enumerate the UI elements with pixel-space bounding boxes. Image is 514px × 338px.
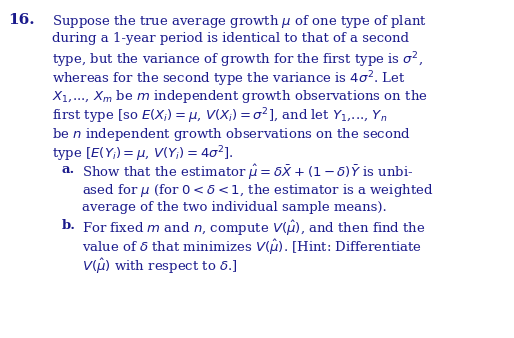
Text: ased for $\mu$ (for $0 < \delta <1$, the estimator is a weighted: ased for $\mu$ (for $0 < \delta <1$, the… <box>82 182 433 199</box>
Text: type [$E(Y_i) = \mu$, $V(Y_i) = 4\sigma^2$].: type [$E(Y_i) = \mu$, $V(Y_i) = 4\sigma^… <box>52 144 234 164</box>
Text: Show that the estimator $\hat{\mu} = \delta\bar{X} + (1 - \delta)\bar{Y}$ is unb: Show that the estimator $\hat{\mu} = \de… <box>82 163 413 182</box>
Text: b.: b. <box>62 219 76 232</box>
Text: a.: a. <box>62 163 75 176</box>
Text: during a 1-year period is identical to that of a second: during a 1-year period is identical to t… <box>52 32 409 45</box>
Text: For fixed $m$ and $n$, compute $V(\hat{\mu})$, and then find the: For fixed $m$ and $n$, compute $V(\hat{\… <box>82 219 426 238</box>
Text: whereas for the second type the variance is $4\sigma^2$. Let: whereas for the second type the variance… <box>52 69 406 89</box>
Text: value of $\delta$ that minimizes $V(\hat{\mu})$. [Hint: Differentiate: value of $\delta$ that minimizes $V(\hat… <box>82 238 422 257</box>
Text: $X_1$,..., $X_m$ be $m$ independent growth observations on the: $X_1$,..., $X_m$ be $m$ independent grow… <box>52 88 428 105</box>
Text: type, but the variance of growth for the first type is $\sigma^2$,: type, but the variance of growth for the… <box>52 50 423 70</box>
Text: be $n$ independent growth observations on the second: be $n$ independent growth observations o… <box>52 125 411 143</box>
Text: $V(\hat{\mu})$ with respect to $\delta$.]: $V(\hat{\mu})$ with respect to $\delta$.… <box>82 257 238 276</box>
Text: average of the two individual sample means).: average of the two individual sample mea… <box>82 200 387 214</box>
Text: Suppose the true average growth $\mu$ of one type of plant: Suppose the true average growth $\mu$ of… <box>52 13 427 30</box>
Text: first type [so $E(X_i) = \mu$, $V(X_i) = \sigma^2$], and let $Y_1$,..., $Y_n$: first type [so $E(X_i) = \mu$, $V(X_i) =… <box>52 107 388 126</box>
Text: 16.: 16. <box>8 13 34 27</box>
